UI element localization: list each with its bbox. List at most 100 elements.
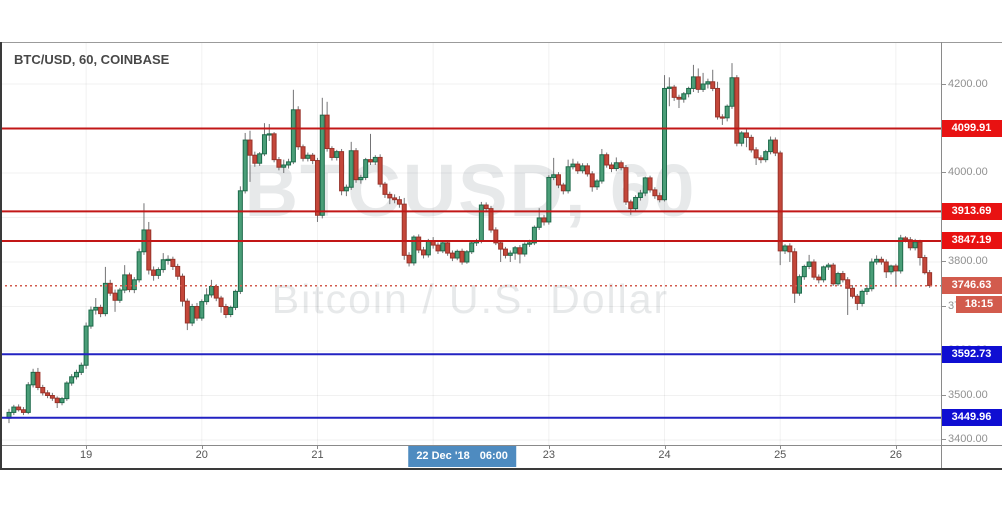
candle-down xyxy=(623,167,629,203)
candle-down xyxy=(324,114,330,150)
marker-date: 22 Dec '18 xyxy=(416,450,470,462)
candle-up xyxy=(199,301,205,319)
candle-up xyxy=(425,240,431,256)
candle-down xyxy=(710,81,716,89)
candle-down xyxy=(107,282,113,294)
bar-countdown-badge: 18:15 xyxy=(956,296,1002,314)
candle-up xyxy=(551,174,557,178)
level-price-badge: 3847.19 xyxy=(941,232,1002,250)
candle-up xyxy=(165,258,171,262)
candle-up xyxy=(478,204,484,242)
candle-up xyxy=(363,159,369,178)
price-tick xyxy=(941,261,946,263)
candle-down xyxy=(184,300,190,324)
candle-down xyxy=(252,154,258,164)
candle-up xyxy=(705,81,711,85)
price-tick xyxy=(941,394,946,396)
candle-up xyxy=(782,245,788,252)
time-tick xyxy=(317,445,319,449)
candle-up xyxy=(160,259,166,271)
time-tick-label: 26 xyxy=(889,449,902,461)
candle-up xyxy=(83,325,89,366)
price-tick xyxy=(941,305,946,307)
time-tick xyxy=(201,445,203,449)
candle-down xyxy=(927,272,933,287)
last-price-badge: 3746.63 xyxy=(941,277,1002,295)
candle-down xyxy=(175,265,181,277)
candle-up xyxy=(11,406,17,413)
candle-up xyxy=(536,217,542,228)
time-tick-label: 20 xyxy=(195,449,208,461)
candle-up xyxy=(642,177,648,194)
candle-up xyxy=(242,139,248,192)
candle-up xyxy=(580,165,586,172)
candle-up xyxy=(739,132,745,144)
candle-up xyxy=(136,251,142,281)
candle-down xyxy=(671,86,677,98)
candle-up xyxy=(233,290,239,308)
candle-down xyxy=(396,199,402,205)
candle-down xyxy=(271,133,277,161)
candle-down xyxy=(850,287,855,297)
time-axis-separator xyxy=(0,445,1002,446)
candle-up xyxy=(599,154,605,182)
candle-up xyxy=(257,153,263,164)
candle-down xyxy=(753,149,759,159)
candle-down xyxy=(170,258,176,267)
widget-left-border xyxy=(0,42,2,470)
candle-down xyxy=(20,409,26,413)
candle-up xyxy=(570,163,576,168)
candle-up xyxy=(348,150,354,188)
candle-down xyxy=(907,239,913,249)
candle-down xyxy=(314,160,320,216)
candle-up xyxy=(64,382,70,400)
time-tick xyxy=(548,445,550,449)
candle-down xyxy=(421,249,427,256)
candle-up xyxy=(522,243,528,255)
candle-up xyxy=(825,264,831,268)
candle-down xyxy=(502,248,508,256)
price-tick xyxy=(941,172,946,174)
candle-up xyxy=(464,251,470,263)
price-tick-label: 3500.00 xyxy=(948,388,988,401)
candle-down xyxy=(917,241,923,259)
candle-up xyxy=(806,261,812,267)
candle-down xyxy=(49,394,55,399)
candle-down xyxy=(401,203,407,256)
candle-down xyxy=(146,229,152,271)
level-price-badge: 3449.96 xyxy=(941,409,1002,427)
candle-down xyxy=(618,162,624,169)
candle-down xyxy=(772,139,778,154)
price-tick-label: 4200.00 xyxy=(948,77,988,90)
level-price-badge: 3592.73 xyxy=(941,345,1002,363)
candle-down xyxy=(628,201,634,210)
price-tick-label: 4000.00 xyxy=(948,166,988,179)
candle-down xyxy=(310,154,316,162)
candle-up xyxy=(358,176,364,181)
price-axis-separator xyxy=(941,42,942,469)
candle-down xyxy=(719,116,725,119)
candle-down xyxy=(541,217,547,223)
time-tick-label: 25 xyxy=(774,449,787,461)
candle-down xyxy=(353,150,359,181)
candle-up xyxy=(93,306,99,311)
candle-down xyxy=(609,164,614,170)
price-tick-label: 3800.00 xyxy=(948,255,988,268)
level-price-badge: 4099.91 xyxy=(941,120,1002,138)
candle-up xyxy=(565,166,571,192)
candle-up xyxy=(343,186,349,192)
candle-up xyxy=(281,164,287,168)
candle-up xyxy=(88,309,94,327)
candle-up xyxy=(864,288,870,292)
candle-up xyxy=(512,247,518,254)
candle-down xyxy=(695,76,701,90)
candle-up xyxy=(131,279,137,291)
candle-down xyxy=(223,305,229,316)
candle-down xyxy=(213,285,219,299)
time-tick xyxy=(86,445,88,449)
candle-up xyxy=(208,285,214,296)
candle-down xyxy=(392,197,398,201)
candle-down xyxy=(517,247,523,255)
time-tick xyxy=(895,445,897,449)
